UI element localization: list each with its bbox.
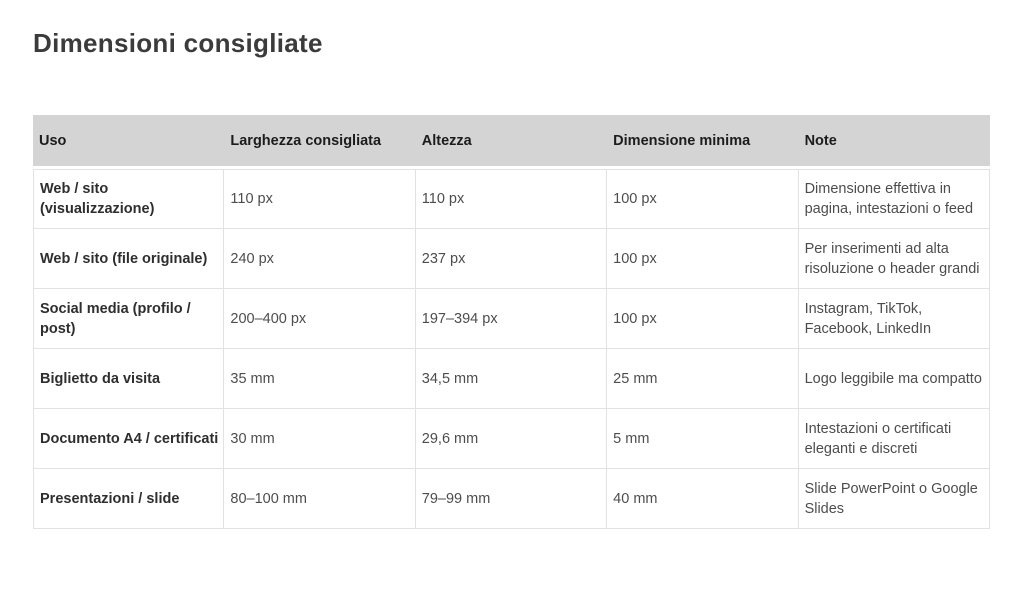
cell-note: Dimensione effettiva in pagina, intestaz… — [798, 169, 990, 229]
cell-uso: Documento A4 / certificati — [33, 409, 225, 469]
cell-altezza: 237 px — [415, 229, 608, 289]
cell-altezza: 34,5 mm — [415, 349, 608, 409]
cell-larghezza: 200–400 px — [224, 289, 416, 349]
cell-uso: Presentazioni / slide — [33, 469, 225, 529]
cell-uso: Social media (profilo / post) — [33, 289, 225, 349]
cell-larghezza: 110 px — [224, 169, 416, 229]
cell-uso: Web / sito (file originale) — [33, 229, 225, 289]
cell-minima: 5 mm — [607, 409, 799, 469]
cell-altezza: 79–99 mm — [415, 469, 608, 529]
dimensions-table: Uso Larghezza consigliata Altezza Dimension… — [33, 115, 990, 529]
cell-larghezza: 80–100 mm — [224, 469, 416, 529]
cell-altezza: 29,6 mm — [415, 409, 608, 469]
table-row: Presentazioni / slide 80–100 mm 79–99 mm 40… — [33, 469, 990, 529]
column-header-note: Note — [798, 115, 990, 169]
cell-minima: 100 px — [607, 229, 799, 289]
table-row: Social media (profilo / post) 200–400 px 1… — [33, 289, 990, 349]
table-body: Web / sito (visualizzazione) 110 px 110 px… — [33, 169, 990, 529]
cell-minima: 100 px — [607, 169, 799, 229]
cell-minima: 40 mm — [607, 469, 799, 529]
cell-note: Per inserimenti ad alta risoluzione o he… — [798, 229, 990, 289]
cell-uso: Web / sito (visualizzazione) — [33, 169, 225, 229]
column-header-altezza: Altezza — [415, 115, 608, 169]
column-header-minima: Dimensione minima — [607, 115, 799, 169]
page-title: Dimensioni consigliate — [33, 28, 323, 58]
table-header-row: Uso Larghezza consigliata Altezza Dimension… — [33, 115, 990, 169]
cell-minima: 100 px — [607, 289, 799, 349]
column-header-larghezza: Larghezza consigliata — [224, 115, 416, 169]
cell-altezza: 197–394 px — [415, 289, 608, 349]
table-row: Documento A4 / certificati 30 mm 29,6 mm 5 … — [33, 409, 990, 469]
table-row: Biglietto da visita 35 mm 34,5 mm 25 mm Logo… — [33, 349, 990, 409]
cell-note: Instagram, TikTok, Facebook, LinkedIn — [798, 289, 990, 349]
column-header-uso: Uso — [33, 115, 225, 169]
cell-note: Logo leggibile ma compatto — [798, 349, 990, 409]
table-row: Web / sito (visualizzazione) 110 px 110 px… — [33, 169, 990, 229]
cell-larghezza: 35 mm — [224, 349, 416, 409]
cell-altezza: 110 px — [415, 169, 608, 229]
cell-note: Slide PowerPoint o Google Slides — [798, 469, 990, 529]
cell-larghezza: 30 mm — [224, 409, 416, 469]
table-head: Uso Larghezza consigliata Altezza Dimension… — [33, 115, 990, 169]
cell-note: Intestazioni o certificati eleganti e di… — [798, 409, 990, 469]
cell-larghezza: 240 px — [224, 229, 416, 289]
content-area: Dimensioni consigliate Uso Larghezza cons… — [0, 28, 1024, 529]
cell-minima: 25 mm — [607, 349, 799, 409]
cell-uso: Biglietto da visita — [33, 349, 225, 409]
table-row: Web / sito (file originale) 240 px 237 px 1… — [33, 229, 990, 289]
